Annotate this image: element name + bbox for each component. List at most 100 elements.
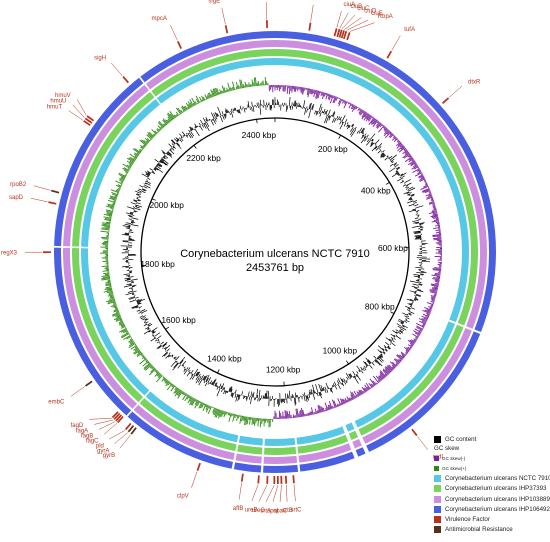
ring-gap xyxy=(53,245,90,249)
gene-leader xyxy=(279,484,282,502)
legend-swatch xyxy=(434,495,441,503)
gene-marker xyxy=(386,50,393,59)
gene-label: srtC xyxy=(291,508,303,514)
gc-skew-track xyxy=(100,77,443,428)
legend-item: Antimicrobial Resistance xyxy=(434,525,550,535)
gene-label: spaI xyxy=(267,509,279,515)
gene-marker xyxy=(111,411,119,419)
gene-label: rpoB2 xyxy=(10,182,27,188)
gene-leader xyxy=(111,62,123,77)
gene-marker xyxy=(51,189,60,194)
gene-label: clpV xyxy=(177,494,189,500)
gene-marker xyxy=(85,380,93,387)
gene-label: gyrA xyxy=(97,448,109,454)
legend-swatch xyxy=(434,526,441,534)
ring-gaps xyxy=(53,75,482,474)
legend-item: Corynebacterium ulcerans IHP37393 xyxy=(434,484,550,494)
gene-marker xyxy=(284,475,288,484)
gene-marker xyxy=(273,475,276,484)
legend-item: Corynebacterium ulcerans IHP106492 xyxy=(434,504,550,514)
gene-leader xyxy=(349,22,375,32)
legend-item: Corynebacterium ulcerans NCTC 7910 xyxy=(434,474,550,484)
gene-label: sigE xyxy=(208,0,220,4)
gene-label: srtA xyxy=(260,508,271,514)
gene-label: spaC xyxy=(273,508,288,514)
gene-marker xyxy=(257,475,260,484)
gene-leader xyxy=(272,484,279,503)
gene-marker xyxy=(346,32,351,41)
gene-label: tufA xyxy=(404,27,415,33)
gene-marker xyxy=(113,412,121,420)
tick-label: 2200 kbp xyxy=(186,153,221,163)
gene-label: sigH xyxy=(94,56,106,62)
legend-label: Corynebacterium ulcerans IHP106492 xyxy=(445,505,550,513)
gene-marker xyxy=(86,115,95,122)
tick-label: 200 kbp xyxy=(318,144,348,154)
gene-leader xyxy=(98,421,116,430)
gene-marker xyxy=(441,97,450,104)
gene-label: ciuD xyxy=(364,8,377,14)
gene-label: fagC xyxy=(86,439,99,445)
gene-leader xyxy=(68,110,83,121)
tick-mark xyxy=(346,360,349,365)
gene-leader xyxy=(265,2,268,20)
tick-mark xyxy=(165,326,170,330)
legend-label: Virulence Factor xyxy=(445,515,490,523)
gene-marker xyxy=(266,475,269,484)
legend-item: GC content xyxy=(434,434,550,444)
tick-mark xyxy=(390,311,395,314)
gene-marker xyxy=(43,251,52,254)
coordinate-ticks: 200 kbp 400 kbp 600 kbp 800 kbp 1000 kbp 1200… xyxy=(140,118,409,386)
gene-marker xyxy=(338,29,343,38)
ring-gap xyxy=(125,389,151,418)
gene-marker xyxy=(333,28,338,37)
gene-label: hmuU xyxy=(50,99,66,105)
gene-leader xyxy=(238,482,242,500)
gene-marker xyxy=(308,22,312,31)
gene-label: hmuT xyxy=(47,105,63,111)
genome-size: 2453761 bp xyxy=(246,262,304,274)
gene-leader xyxy=(251,484,259,502)
ring-gap xyxy=(341,424,359,460)
legend-item: Corynebacterium ulcerans IHP103889 xyxy=(434,494,550,504)
gene-leader xyxy=(344,17,362,30)
gene-leader xyxy=(30,197,48,203)
gene-label: leuD xyxy=(308,0,321,2)
legend-swatch xyxy=(434,465,439,471)
gene-marker xyxy=(292,475,295,484)
ring-1 xyxy=(72,49,478,455)
gene-marker xyxy=(124,422,132,431)
legend-swatch xyxy=(434,485,441,493)
tick-label: 1400 kbp xyxy=(207,354,242,364)
gc-skew-plus xyxy=(100,77,274,428)
gene-label: embC xyxy=(48,399,65,405)
tick-label: 1200 kbp xyxy=(266,365,301,375)
gene-label: fagB xyxy=(81,434,93,440)
gc-content-line xyxy=(120,96,431,407)
gene-marker xyxy=(340,30,345,39)
gene-leader xyxy=(339,12,349,29)
comparison-rings xyxy=(54,31,496,473)
tick-label: 400 kbp xyxy=(361,186,391,196)
gene-leader xyxy=(76,99,87,116)
gene-marker xyxy=(122,76,129,84)
tick-mark xyxy=(217,369,220,374)
tick-mark xyxy=(151,198,156,201)
tick-label: 2400 kbp xyxy=(242,130,277,140)
legend-label: Corynebacterium ulcerans IHP37393 xyxy=(445,485,547,493)
gene-label: pld xyxy=(96,444,104,450)
gene-leader xyxy=(449,85,463,98)
gene-leader xyxy=(346,19,369,31)
gene-leader xyxy=(336,10,342,28)
gene-leader xyxy=(114,432,128,444)
legend-swatch xyxy=(434,515,441,523)
gene-leader xyxy=(33,185,51,191)
gene-leader xyxy=(109,430,126,440)
gene-marker xyxy=(177,40,182,49)
gene-label: mpcA xyxy=(152,16,167,22)
gene-marker xyxy=(83,120,91,127)
gene-leader xyxy=(119,434,131,449)
gene-leader xyxy=(293,484,296,502)
gene-marker xyxy=(265,20,268,29)
ring-0 xyxy=(81,58,469,446)
